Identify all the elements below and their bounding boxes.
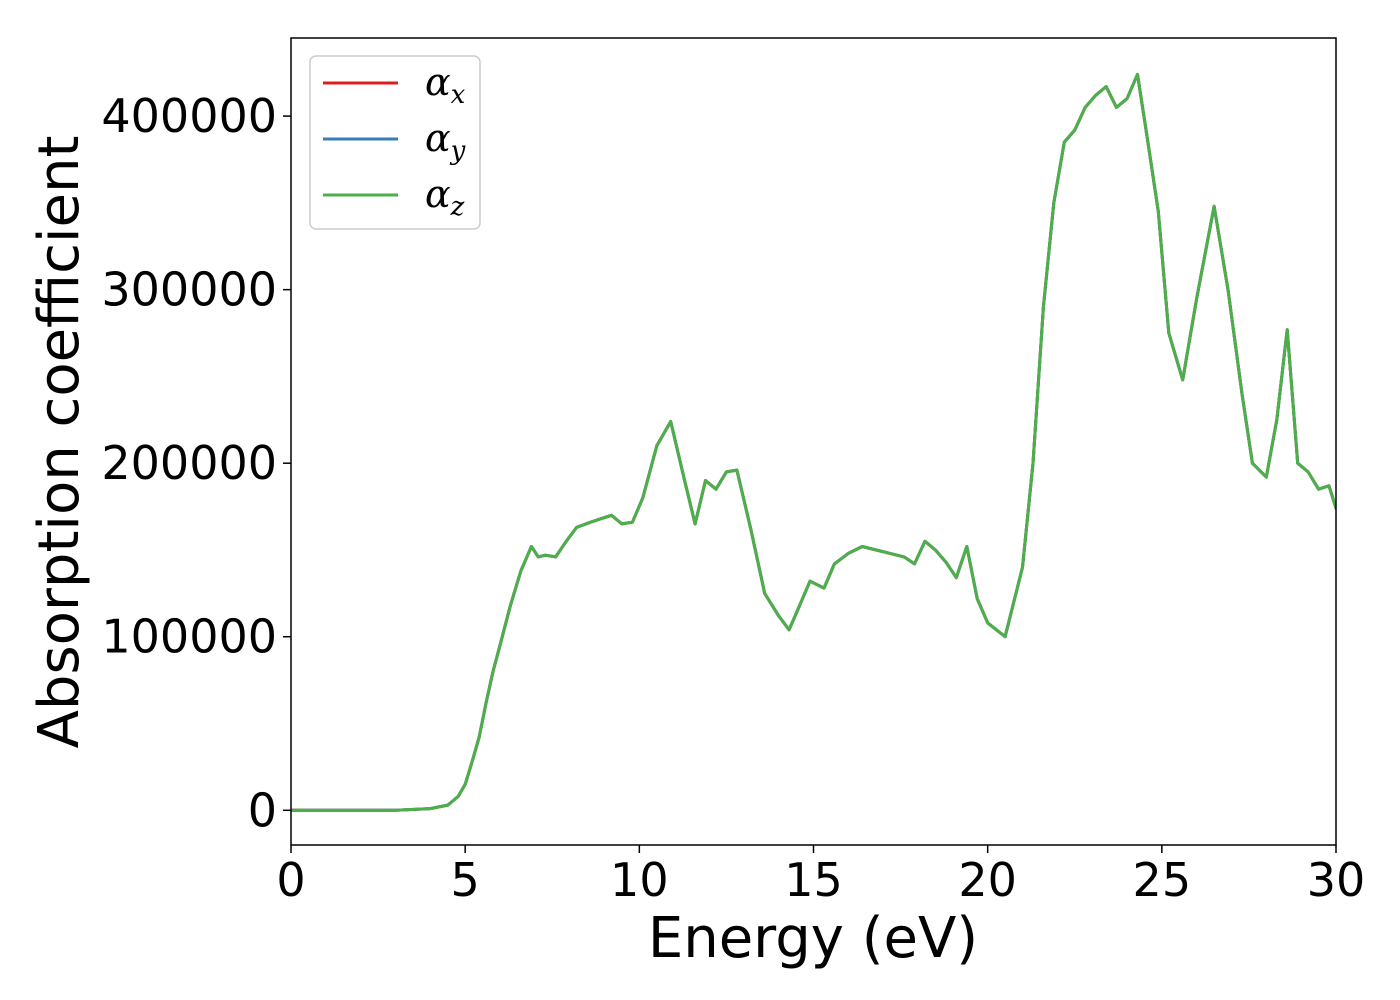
x-axis-ticks: 0 5 10 15 20 25 30 [276, 845, 1365, 907]
x-tick-label: 30 [1307, 853, 1366, 907]
y-tick-label: 100000 [101, 610, 277, 664]
legend-label-y: αy [425, 116, 466, 166]
x-tick-label: 20 [958, 853, 1017, 907]
y-tick-label: 0 [248, 783, 277, 837]
y-axis-ticks: 0 100000 200000 300000 400000 [101, 89, 291, 837]
y-tick-label: 400000 [101, 89, 277, 143]
series-layer [291, 72, 1336, 812]
x-tick-label: 25 [1133, 853, 1192, 907]
y-tick-label: 300000 [101, 263, 277, 317]
legend-label-x: αx [425, 60, 466, 110]
y-tick-label: 200000 [101, 436, 277, 490]
series-line-z [291, 72, 1336, 812]
x-tick-label: 10 [610, 853, 669, 907]
legend-box [309, 55, 481, 230]
x-tick-label: 5 [451, 853, 480, 907]
x-axis-label: Energy (eV) [648, 906, 978, 971]
x-tick-label: 15 [784, 853, 843, 907]
x-tick-label: 0 [276, 853, 305, 907]
y-axis-label: Absorption coefficient [27, 136, 92, 749]
